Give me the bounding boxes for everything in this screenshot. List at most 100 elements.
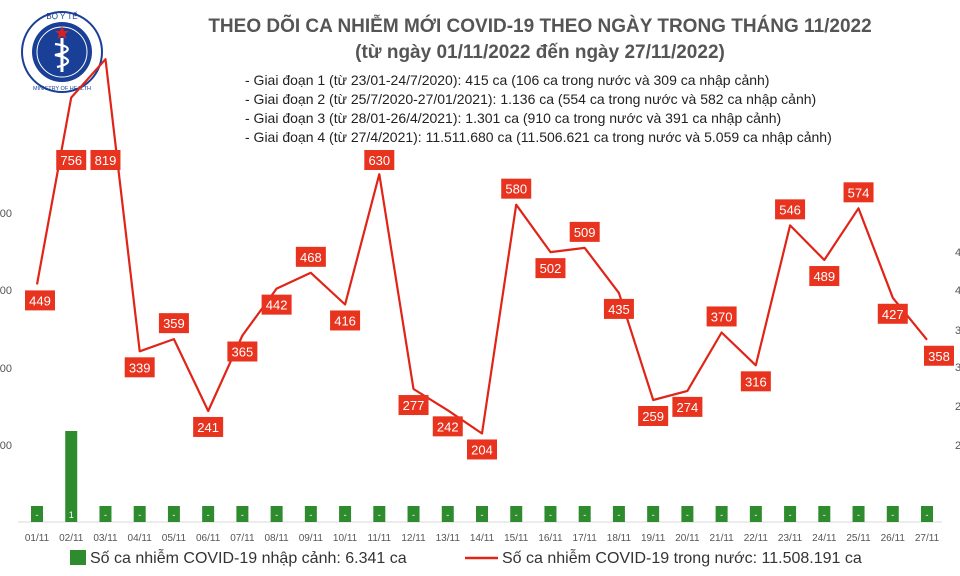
line-data-label: 359 [163, 316, 185, 331]
page-subtitle: (từ ngày 01/11/2022 đến ngày 27/11/2022) [355, 42, 725, 63]
bar-data-label: - [275, 510, 278, 520]
bar-data-label: - [549, 510, 552, 520]
line-data-label-bg [672, 396, 703, 417]
x-tick-label: 22/11 [744, 533, 769, 544]
bar-data-label: 1 [69, 510, 74, 520]
line-data-label: 339 [129, 360, 151, 375]
bar-data-label: - [309, 510, 312, 520]
line-data-label-bg [25, 290, 55, 311]
logo-top-text: BỘ Y TẾ [46, 11, 77, 21]
x-tick-label: 06/11 [196, 533, 221, 544]
line-data-label: 489 [813, 269, 835, 284]
line-data-label-bg [330, 310, 361, 331]
line-data-label-bg [809, 266, 840, 287]
x-tick-label: 04/11 [128, 533, 153, 544]
bar-series: - 1 - - - - - - - - - - - - - - - - - - - - - - - - - [31, 431, 933, 522]
bar [373, 506, 386, 522]
legend-line-label: Số ca nhiễm COVID-19 trong nước: 11.508.… [502, 548, 862, 567]
bar [31, 506, 43, 522]
x-tick-label: 11/11 [368, 533, 392, 544]
serpent-icon [54, 42, 70, 69]
x-tick-label: 09/11 [299, 533, 324, 544]
line-data-label: 316 [745, 374, 767, 389]
phase-item: - Giai đoạn 2 (từ 25/7/2020-27/01/2021):… [245, 91, 817, 107]
bar [510, 506, 523, 522]
right-axis: 2 2 3 3 4 4 [955, 247, 960, 452]
line-data-label-bg [467, 439, 497, 460]
bar [476, 506, 488, 522]
x-tick-label: 05/11 [162, 533, 187, 544]
line-data-label-bg [924, 345, 954, 366]
line-series: 449 756 819 339 359 241 365 442 468 416 630 277 242 2… [25, 58, 954, 460]
bar-data-label: - [583, 510, 586, 520]
line-data-label: 546 [779, 202, 801, 217]
bar [167, 506, 180, 522]
bar [852, 506, 865, 522]
bar [270, 506, 283, 522]
x-tick-label: 19/11 [641, 533, 666, 544]
line-data-label-bg [227, 341, 258, 362]
line-data-label-bg [569, 221, 600, 242]
line-data-label-bg [193, 416, 224, 437]
bar-data-label: - [823, 510, 826, 520]
line-data-label: 756 [60, 153, 82, 168]
line-data-label: 435 [608, 302, 630, 317]
right-axis-tick: 4 [955, 247, 960, 259]
x-tick-label: 17/11 [573, 533, 598, 544]
x-tick-label: 15/11 [504, 533, 529, 544]
line-data-label-bg [706, 306, 737, 327]
bar [99, 506, 112, 522]
left-axis-tick: 000 [0, 440, 12, 452]
line-data-label: 449 [29, 293, 51, 308]
x-tick-label: 13/11 [436, 533, 461, 544]
left-axis: 000 000 000 000 [0, 208, 12, 452]
bar-data-label: - [344, 510, 347, 520]
line-data-label: 259 [642, 409, 664, 424]
bar [407, 506, 420, 522]
bar-data-label: - [138, 510, 141, 520]
bar [647, 506, 660, 522]
bar-data-label: - [36, 510, 39, 520]
line-data-label-bg [398, 395, 429, 416]
line-data-label-bg [638, 405, 669, 426]
line-data-label-bg [261, 294, 292, 315]
staff-icon [60, 38, 64, 72]
star-icon [55, 26, 69, 39]
x-tick-label: 03/11 [93, 533, 118, 544]
line-data-label: 574 [848, 185, 870, 200]
line-data-label: 370 [711, 309, 733, 324]
line-data-label-bg [603, 298, 634, 319]
line-data-label: 204 [471, 442, 493, 457]
bar [578, 506, 591, 522]
line-path [35, 58, 928, 435]
right-axis-tick: 2 [955, 401, 960, 413]
bar-data-label: - [789, 510, 792, 520]
bar-data-label: - [207, 510, 210, 520]
bar-data-label: - [686, 510, 689, 520]
line-data-label-bg [124, 357, 155, 378]
line-data-label: 502 [540, 261, 562, 276]
bar [681, 506, 694, 522]
bar [784, 506, 797, 522]
line-data-label: 442 [266, 298, 288, 313]
line-data-label: 416 [334, 313, 356, 328]
bar-data-label: - [926, 510, 929, 520]
x-tick-label: 14/11 [470, 533, 495, 544]
bar-data-label: - [378, 510, 381, 520]
bar-data-label: - [754, 510, 757, 520]
line-data-label: 509 [574, 225, 596, 240]
bar-data-label: - [891, 510, 894, 520]
x-tick-label: 01/11 [25, 533, 50, 544]
bar-data-label: - [241, 510, 244, 520]
legend: Số ca nhiễm COVID-19 nhập cảnh: 6.341 ca… [70, 548, 862, 567]
line-data-label: 274 [677, 400, 699, 415]
bar [749, 506, 762, 522]
line-data-label: 819 [95, 153, 117, 168]
line-data-label-bg [364, 150, 395, 170]
bar [202, 506, 215, 522]
x-tick-label: 16/11 [538, 533, 563, 544]
bar [921, 506, 933, 522]
line-data-label: 277 [403, 398, 425, 413]
bar-data-label: - [481, 510, 484, 520]
bar [65, 431, 78, 522]
